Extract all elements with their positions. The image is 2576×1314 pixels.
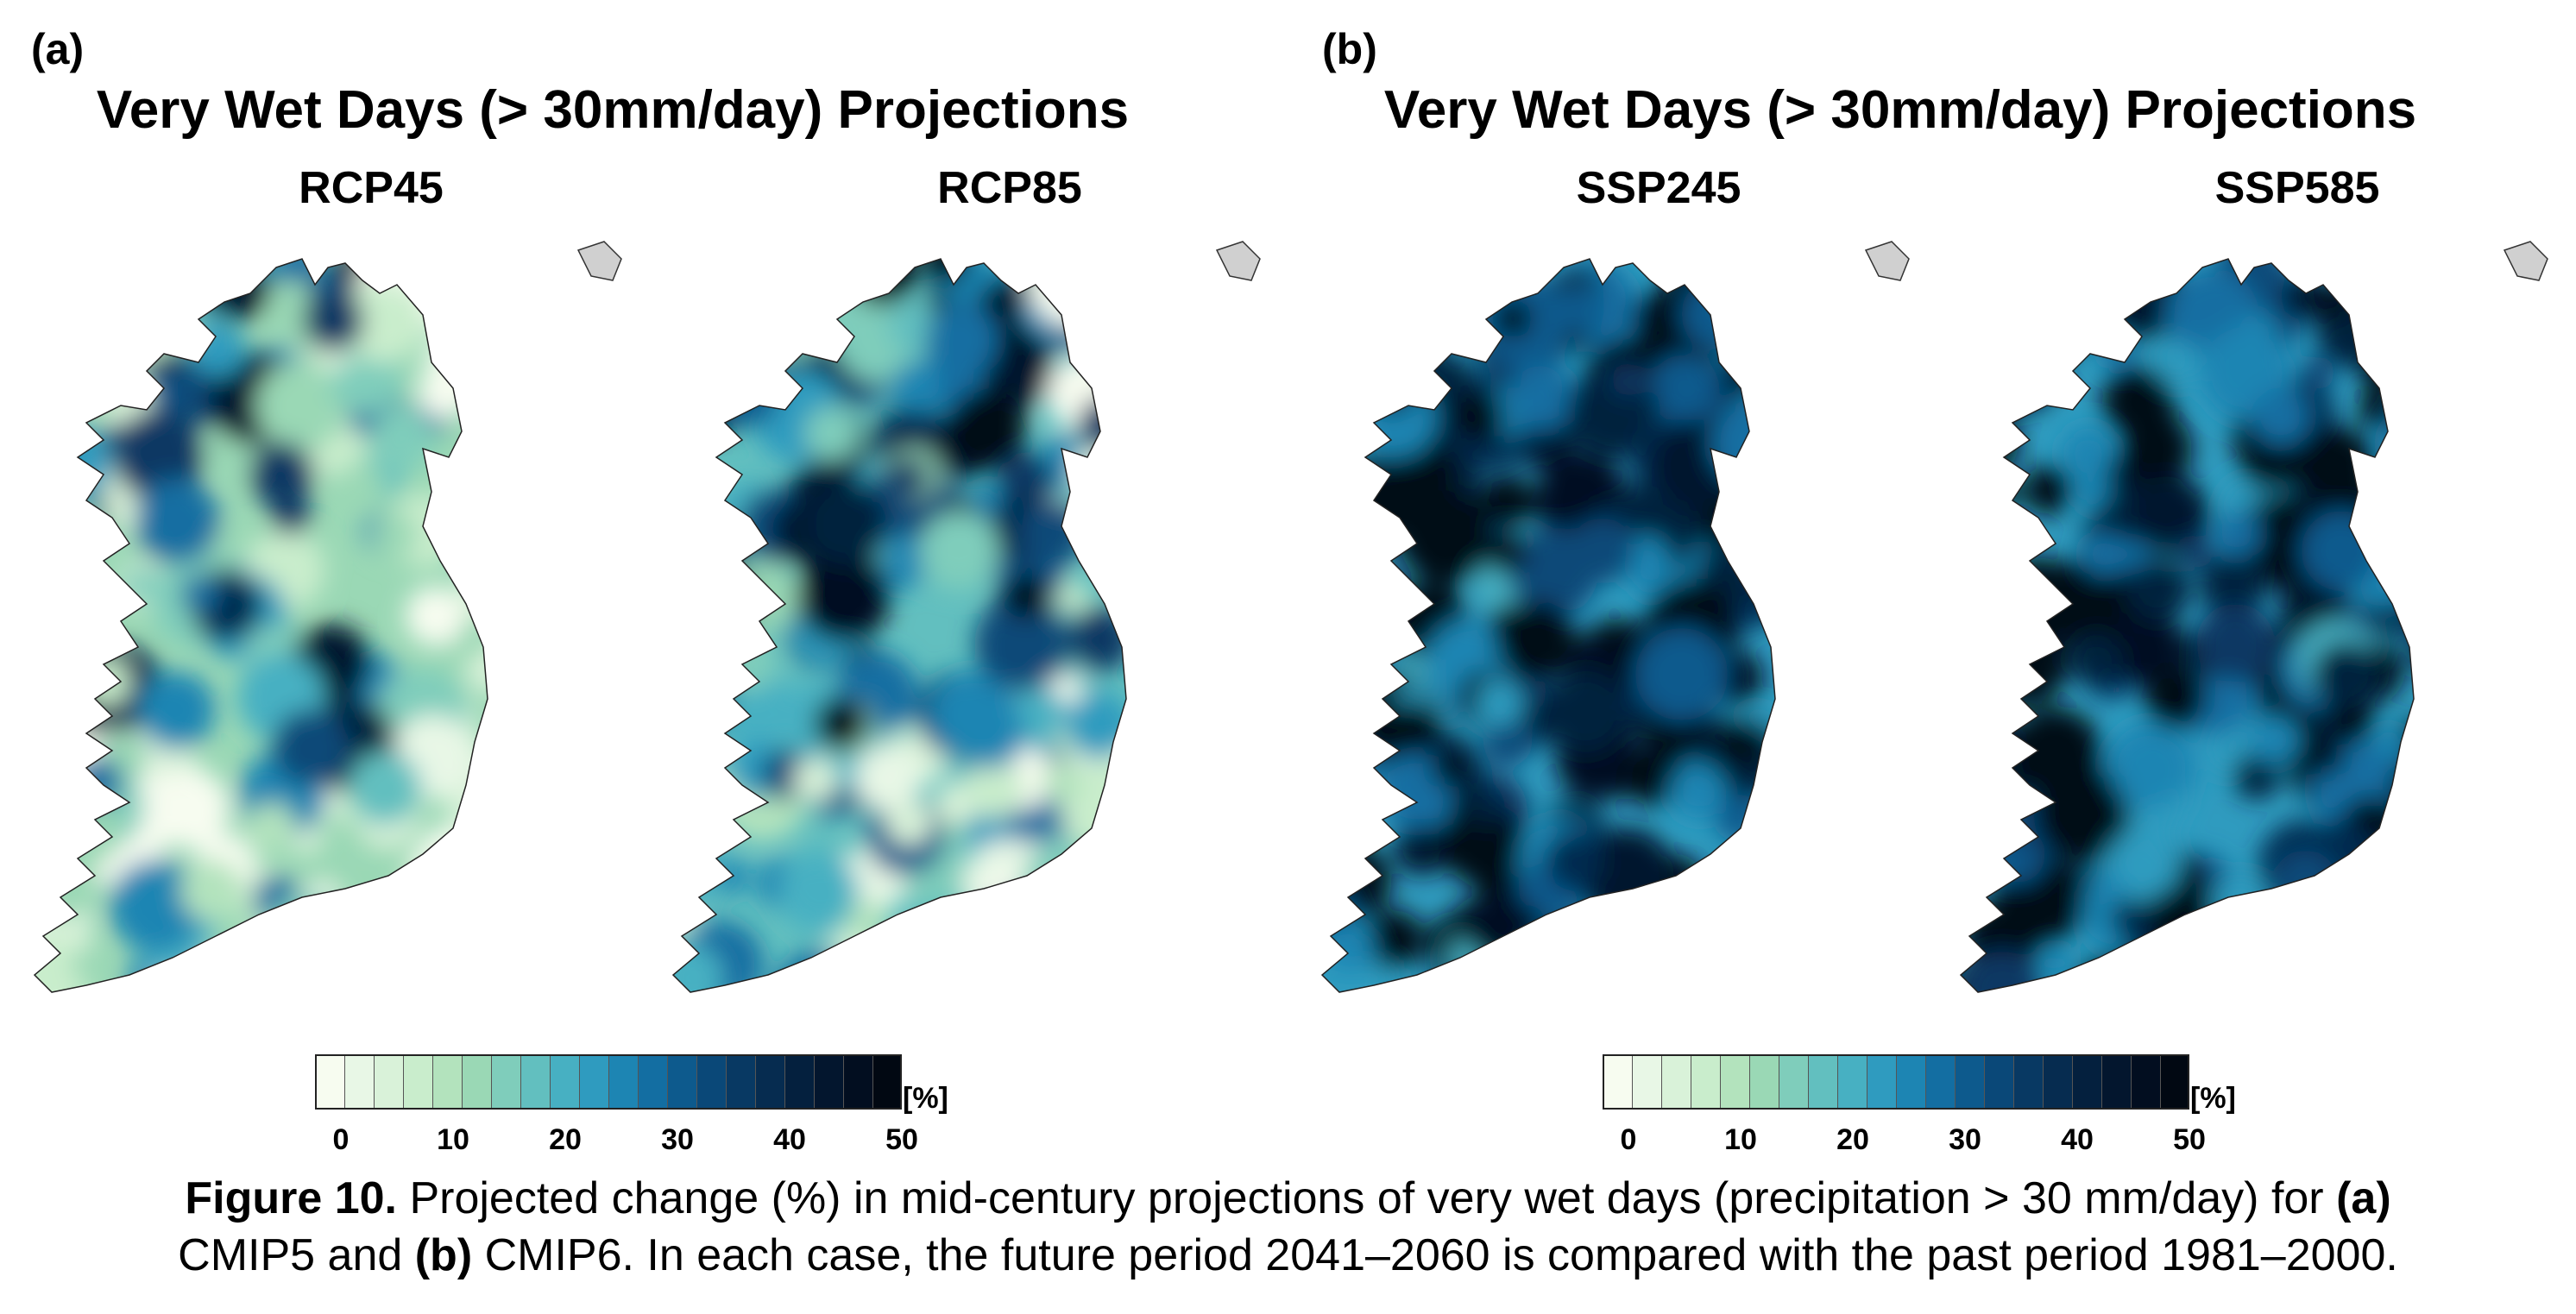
colorbar-cell [608,1054,638,1110]
colorbar-cell [1867,1054,1896,1110]
colorbar-cell [432,1054,462,1110]
colorbar-cell [726,1054,755,1110]
colorbar-cell [403,1054,432,1110]
colorbar-unit-b: [%] [2190,1082,2236,1115]
map-rcp45 [33,241,622,993]
map-ssp245 [1320,241,1910,993]
colorbar-cell [1808,1054,1837,1110]
colorbar-tick-label: 40 [2061,1123,2094,1156]
caption-b: (b) [414,1230,473,1280]
scotland-landmass-shape [1215,241,1261,281]
colorbar-cell [374,1054,403,1110]
map-ssp585 [1959,241,2548,993]
colorbar-tick-label: 30 [1949,1123,1981,1156]
colorbar-frame [315,1054,902,1110]
colorbar-cell [2131,1054,2160,1110]
map-rcp85 [671,241,1261,993]
colorbar-cell [1691,1054,1720,1110]
colorbar-cell [872,1054,902,1110]
colorbar-tick-label: 0 [332,1123,350,1156]
colorbar-cell [1896,1054,1925,1110]
map-label-rcp85: RCP85 [937,163,1082,213]
colorbar-cell [1779,1054,1808,1110]
scotland-landmass-shape [576,241,622,281]
figure-caption: Figure 10. Projected change (%) in mid-c… [0,1170,2576,1284]
colorbar-cell [814,1054,843,1110]
colorbar-b [1603,1054,2189,1111]
coastline-outline [671,258,1127,993]
colorbar-unit-a: [%] [903,1082,948,1115]
map-field [35,259,488,992]
colorbar-cell [1955,1054,1984,1110]
map-field [673,259,1126,992]
colorbar-cell [579,1054,608,1110]
colorbar-cell [843,1054,872,1110]
colorbar-cell [520,1054,550,1110]
panel-title-b: Very Wet Days (> 30mm/day) Projections [1383,80,2417,140]
colorbar-tick-label: 20 [1836,1123,1869,1156]
colorbar-cell [667,1054,696,1110]
panel-title-a: Very Wet Days (> 30mm/day) Projections [96,80,1130,140]
colorbar-tick-label: 10 [437,1123,469,1156]
colorbar-cell [1925,1054,1955,1110]
colorbar-cell [755,1054,784,1110]
caption-label: Figure 10. [185,1173,397,1223]
colorbar-cell [784,1054,814,1110]
colorbar-cell [638,1054,667,1110]
colorbar-tick-label: 0 [1620,1123,1637,1156]
colorbar-frame [1603,1054,2189,1110]
colorbar-tick-label: 50 [885,1123,918,1156]
panel-letter-a: (a) [31,25,85,73]
panel-a: (a) Very Wet Days (> 30mm/day) Projectio… [0,0,1288,1156]
colorbar-cell [462,1054,491,1110]
colorbar-tick-label: 50 [2173,1123,2206,1156]
colorbar-tick-label: 40 [773,1123,806,1156]
map-field [1322,259,1775,992]
colorbar-tick-label: 20 [549,1123,582,1156]
colorbar-cell [2072,1054,2101,1110]
map-field [1961,259,2414,992]
caption-part1: Projected change (%) in mid-century proj… [397,1173,2337,1223]
colorbar-cell [2013,1054,2043,1110]
coastline-outline [33,258,488,993]
coastline-outline [1959,258,2415,993]
colorbar-cell [1749,1054,1779,1110]
caption-a: (a) [2336,1173,2391,1223]
coastline-outline [1320,258,1776,993]
colorbar-tick-label: 30 [661,1123,694,1156]
colorbar-cell [491,1054,520,1110]
colorbar-cell [344,1054,374,1110]
colorbar-cell [2101,1054,2131,1110]
colorbar-cell [696,1054,726,1110]
caption-part2: CMIP5 and [178,1230,415,1280]
colorbar-cell [1632,1054,1661,1110]
colorbar-tick-label: 10 [1724,1123,1757,1156]
caption-part3: CMIP6. In each case, the future period 2… [472,1230,2398,1280]
colorbar-a [315,1054,902,1111]
map-label-rcp45: RCP45 [299,163,444,213]
map-label-ssp245: SSP245 [1576,163,1741,213]
colorbar-cell [1720,1054,1749,1110]
scotland-landmass-shape [2503,241,2548,281]
colorbar-cell [1661,1054,1691,1110]
colorbar-cell [550,1054,579,1110]
panel-letter-b: (b) [1322,25,1377,73]
scotland-landmass-shape [1864,241,1910,281]
colorbar-cell [1984,1054,2013,1110]
map-label-ssp585: SSP585 [2214,163,2380,213]
colorbar-cell [2160,1054,2189,1110]
colorbar-cell [1837,1054,1867,1110]
panel-b: (b) Very Wet Days (> 30mm/day) Projectio… [1288,0,2575,1156]
colorbar-cell [2043,1054,2072,1110]
